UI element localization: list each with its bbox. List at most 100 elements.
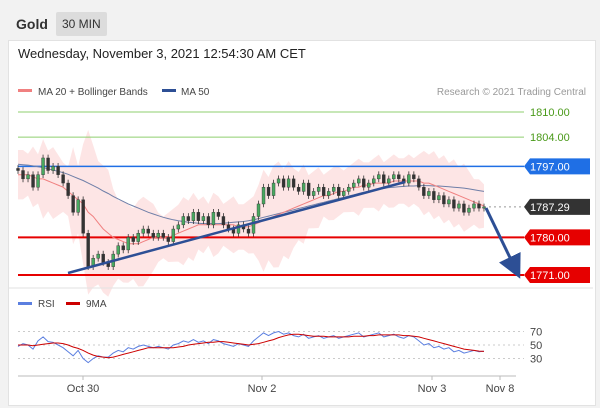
candle-body xyxy=(326,191,331,196)
rsi-legend-label: RSI xyxy=(38,299,55,310)
candle-body xyxy=(306,182,311,196)
level-text-r1: 1804.00 xyxy=(530,132,570,144)
instrument-title: Gold xyxy=(16,16,48,32)
candle xyxy=(276,175,281,187)
candle xyxy=(347,183,351,195)
candle xyxy=(477,200,481,212)
candle xyxy=(306,179,311,199)
candle-body xyxy=(21,170,25,180)
candle xyxy=(281,175,286,191)
candle-body xyxy=(342,191,346,196)
candle-body xyxy=(352,182,356,188)
candle-body xyxy=(36,174,40,188)
candle xyxy=(392,171,396,183)
candle-body xyxy=(266,187,271,196)
candle-body xyxy=(86,233,90,267)
rsi-legend-swatch xyxy=(18,302,32,305)
credit-label: Research © 2021 Trading Central xyxy=(437,87,586,98)
candle-body xyxy=(16,168,20,171)
bollinger-band xyxy=(18,130,484,297)
ma50-line xyxy=(17,163,485,225)
candle-body xyxy=(96,253,100,259)
level-tag-current xyxy=(524,198,590,215)
candle xyxy=(151,229,155,241)
candle xyxy=(141,225,145,237)
candle xyxy=(116,242,120,258)
x-tick-label: Nov 8 xyxy=(486,383,515,395)
level-label-s2: 1771.00 xyxy=(524,267,590,283)
candle-body xyxy=(126,237,130,251)
candle xyxy=(422,183,426,199)
level-label-current: 1787.29 xyxy=(524,198,590,215)
candle-body xyxy=(296,187,301,192)
rsi-level-label-50: 50 xyxy=(530,340,542,352)
x-tick-label: Oct 30 xyxy=(67,383,99,395)
candle-body xyxy=(417,178,421,188)
level-lines xyxy=(18,111,524,276)
ma50-legend-label: MA 50 xyxy=(181,87,210,98)
candle-body xyxy=(422,187,426,196)
candle xyxy=(427,188,431,199)
candle xyxy=(96,250,100,262)
candle xyxy=(311,188,316,199)
candle-body xyxy=(331,187,336,192)
timestamp: Wednesday, November 3, 2021 12:54:30 AM … xyxy=(18,46,306,61)
candle-body xyxy=(276,178,281,184)
candle xyxy=(331,183,336,195)
candle-body xyxy=(46,157,50,171)
x-tick-label: Nov 3 xyxy=(418,383,447,395)
candle-body xyxy=(41,157,45,175)
candle-body xyxy=(66,182,70,196)
price-legend: MA 20 + Bollinger Bands MA 50 Research ©… xyxy=(18,87,586,98)
candle-body xyxy=(206,216,211,226)
level-labels: 1810.00 1804.00 1797.00 1787.29 1780.00 1771.… xyxy=(524,107,590,283)
candle xyxy=(66,179,70,199)
candle-body xyxy=(221,216,226,226)
candle xyxy=(46,154,50,174)
ma50-legend-swatch xyxy=(162,89,176,92)
candle-body xyxy=(236,224,241,234)
candle xyxy=(397,171,401,183)
candle-body xyxy=(281,178,286,188)
candle-body xyxy=(357,178,361,184)
candle xyxy=(131,234,135,245)
candle-body xyxy=(251,216,256,234)
candle xyxy=(321,183,326,199)
candle-body xyxy=(321,187,326,196)
candle-body xyxy=(146,228,150,234)
candle xyxy=(211,208,216,229)
candle xyxy=(56,162,60,179)
candle-body xyxy=(392,174,396,180)
candle xyxy=(121,242,125,254)
candle xyxy=(166,234,171,245)
candle-body xyxy=(472,203,476,209)
candle-body xyxy=(452,199,456,209)
candle xyxy=(407,171,411,187)
ma20-legend-label: MA 20 + Bollinger Bands xyxy=(38,87,148,98)
candle-body xyxy=(101,253,105,263)
candle xyxy=(316,183,321,195)
candle xyxy=(196,208,201,225)
timeframe-badge[interactable]: 30 MIN xyxy=(56,12,107,36)
candle-body xyxy=(291,178,296,188)
candle-body xyxy=(482,206,486,209)
level-label-r1: 1804.00 xyxy=(530,132,570,144)
candle xyxy=(452,196,456,212)
candle-body xyxy=(477,203,481,209)
x-tick-label: Nov 2 xyxy=(248,383,277,395)
candle-body xyxy=(301,182,306,192)
level-text-r2: 1810.00 xyxy=(530,107,570,119)
candle xyxy=(352,179,356,191)
candle-body xyxy=(412,174,416,180)
level-text-s2: 1771.00 xyxy=(530,270,570,282)
candle xyxy=(26,171,30,183)
candle-body xyxy=(196,212,201,221)
candle xyxy=(437,192,441,204)
level-label-r2: 1810.00 xyxy=(530,107,570,119)
candle-body xyxy=(156,233,160,238)
candle xyxy=(412,171,416,183)
candle-body xyxy=(186,216,191,221)
candle-body xyxy=(467,207,471,213)
